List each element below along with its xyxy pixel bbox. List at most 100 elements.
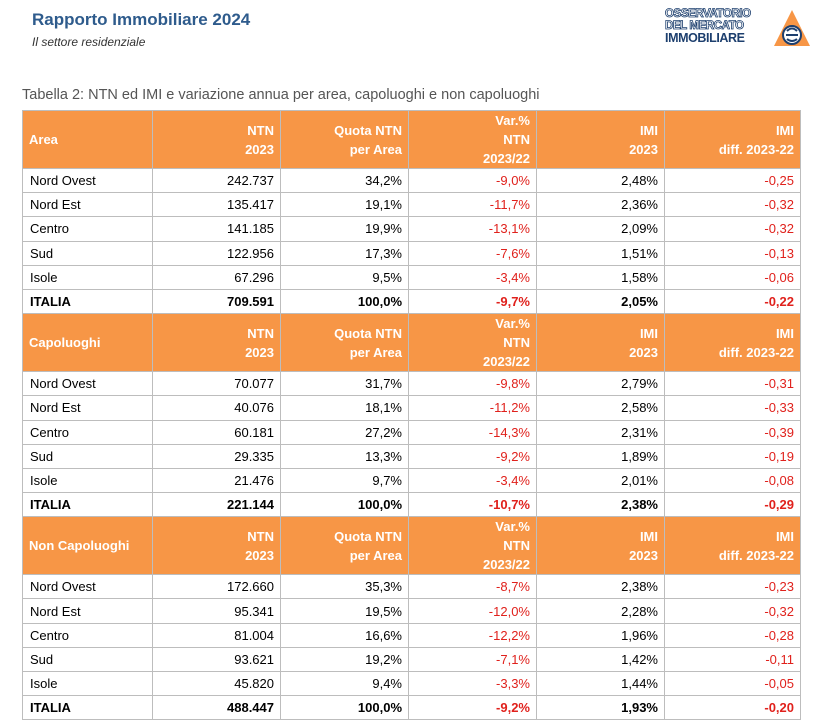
- row-label: Centro: [22, 216, 153, 242]
- imi-diff-header-line: IMI: [775, 325, 794, 341]
- imi-header-line: IMI: [639, 528, 658, 544]
- imi-diff-value: -0,29: [664, 492, 801, 518]
- row-label: Centro: [22, 419, 153, 445]
- row-label: Nord Est: [22, 192, 153, 218]
- table-row: Nord Est 95.341 19,5% -12,0% 2,28% -0,32: [22, 598, 801, 624]
- quota-header-line: Quota NTN: [334, 528, 402, 544]
- imi-header: IMI 2023: [536, 516, 665, 576]
- imi-diff-value: -0,23: [664, 574, 801, 600]
- imi-diff-header: IMI diff. 2023-22: [664, 313, 801, 373]
- var-header-line: 2023/22: [483, 354, 530, 370]
- section-label: Non Capoluoghi: [22, 516, 153, 576]
- imi-header-line: 2023: [629, 344, 658, 360]
- quota-value: 100,0%: [280, 288, 409, 315]
- imi-value: 1,42%: [536, 646, 665, 673]
- table-row: Nord Ovest 70.077 31,7% -9,8% 2,79% -0,31: [22, 371, 801, 397]
- var-value: -3,3%: [408, 670, 537, 697]
- logo-line-3: IMMOBILIARE: [665, 31, 745, 45]
- row-label: Nord Ovest: [22, 574, 153, 600]
- imi-value: 2,31%: [536, 419, 665, 445]
- imi-value: 2,48%: [536, 167, 665, 194]
- row-label: Nord Est: [22, 598, 153, 624]
- quota-header-line: per Area: [349, 141, 402, 157]
- total-row: ITALIA 488.447 100,0% -9,2% 1,93% -0,20: [22, 695, 801, 721]
- quota-header-line: per Area: [349, 344, 402, 360]
- imi-header-line: IMI: [639, 122, 658, 138]
- quota-value: 19,9%: [280, 216, 409, 242]
- ntn-value: 67.296: [152, 264, 281, 290]
- imi-value: 2,09%: [536, 216, 665, 242]
- ntn-value: 135.417: [152, 192, 281, 218]
- ntn-value: 45.820: [152, 670, 281, 697]
- table-row: Sud 93.621 19,2% -7,1% 1,42% -0,11: [22, 646, 801, 673]
- var-value: -7,1%: [408, 646, 537, 673]
- imi-header: IMI 2023: [536, 313, 665, 373]
- imi-value: 2,38%: [536, 574, 665, 600]
- imi-diff-header: IMI diff. 2023-22: [664, 110, 801, 169]
- quota-header-line: Quota NTN: [334, 122, 402, 138]
- imi-value: 2,38%: [536, 492, 665, 518]
- imi-diff-header-line: IMI: [775, 122, 794, 138]
- ntn-value: 29.335: [152, 443, 281, 469]
- ntn-imi-table: Area NTN 2023 Quota NTN per Area Var.% NTN 2023…: [22, 110, 801, 721]
- omi-logo: OSSERVATORIO DEL MERCATO IMMOBILIARE: [665, 8, 815, 48]
- var-header-line: Var.%: [495, 519, 530, 535]
- var-header-line: NTN: [503, 132, 530, 147]
- table-row: Nord Est 135.417 19,1% -11,7% 2,36% -0,32: [22, 192, 801, 218]
- imi-value: 2,79%: [536, 371, 665, 397]
- row-label: Isole: [22, 670, 153, 697]
- imi-diff-value: -0,25: [664, 167, 801, 194]
- imi-diff-value: -0,32: [664, 598, 801, 624]
- imi-diff-value: -0,05: [664, 670, 801, 697]
- quota-value: 9,7%: [280, 467, 409, 494]
- imi-diff-value: -0,22: [664, 288, 801, 315]
- quota-value: 19,1%: [280, 192, 409, 218]
- quota-value: 16,6%: [280, 622, 409, 648]
- row-label: Sud: [22, 443, 153, 469]
- quota-value: 31,7%: [280, 371, 409, 397]
- var-value: -10,7%: [408, 492, 537, 518]
- quota-header: Quota NTN per Area: [280, 110, 409, 169]
- ntn-value: 122.956: [152, 240, 281, 266]
- ntn-value: 81.004: [152, 622, 281, 648]
- var-header-line: Var.%: [495, 316, 530, 332]
- table-row: Isole 45.820 9,4% -3,3% 1,44% -0,05: [22, 670, 801, 697]
- quota-value: 9,4%: [280, 670, 409, 697]
- total-row: ITALIA 221.144 100,0% -10,7% 2,38% -0,29: [22, 492, 801, 518]
- row-label: ITALIA: [22, 695, 153, 721]
- quota-header: Quota NTN per Area: [280, 516, 409, 576]
- table-row: Nord Est 40.076 18,1% -11,2% 2,58% -0,33: [22, 395, 801, 421]
- var-header: Var.% NTN 2023/22: [408, 313, 537, 373]
- row-label: Isole: [22, 264, 153, 290]
- ntn-header-line: 2023: [245, 547, 274, 563]
- imi-diff-value: -0,32: [664, 192, 801, 218]
- imi-value: 1,58%: [536, 264, 665, 290]
- imi-value: 2,01%: [536, 467, 665, 494]
- var-header-line: Var.%: [495, 113, 530, 128]
- var-header-line: 2023/22: [483, 557, 530, 573]
- imi-header-line: 2023: [629, 547, 658, 563]
- quota-value: 18,1%: [280, 395, 409, 421]
- var-value: -12,2%: [408, 622, 537, 648]
- ntn-value: 93.621: [152, 646, 281, 673]
- var-value: -8,7%: [408, 574, 537, 600]
- row-label: ITALIA: [22, 288, 153, 315]
- imi-diff-value: -0,13: [664, 240, 801, 266]
- ntn-header-line: NTN: [247, 325, 274, 341]
- report-subtitle: Il settore residenziale: [32, 35, 146, 49]
- quota-header-line: Quota NTN: [334, 325, 402, 341]
- section-header-row: Non Capoluoghi NTN 2023 Quota NTN per Area Va…: [22, 516, 801, 576]
- var-value: -11,7%: [408, 192, 537, 218]
- imi-value: 1,89%: [536, 443, 665, 469]
- ntn-value: 488.447: [152, 695, 281, 721]
- quota-value: 35,3%: [280, 574, 409, 600]
- imi-value: 1,96%: [536, 622, 665, 648]
- ntn-value: 242.737: [152, 167, 281, 194]
- row-label: Isole: [22, 467, 153, 494]
- quota-header: Quota NTN per Area: [280, 313, 409, 373]
- var-header-line: NTN: [503, 538, 530, 554]
- quota-value: 34,2%: [280, 167, 409, 194]
- var-value: -3,4%: [408, 467, 537, 494]
- table-caption: Tabella 2: NTN ed IMI e variazione annua…: [22, 87, 540, 103]
- logo-line-1: OSSERVATORIO: [665, 8, 752, 21]
